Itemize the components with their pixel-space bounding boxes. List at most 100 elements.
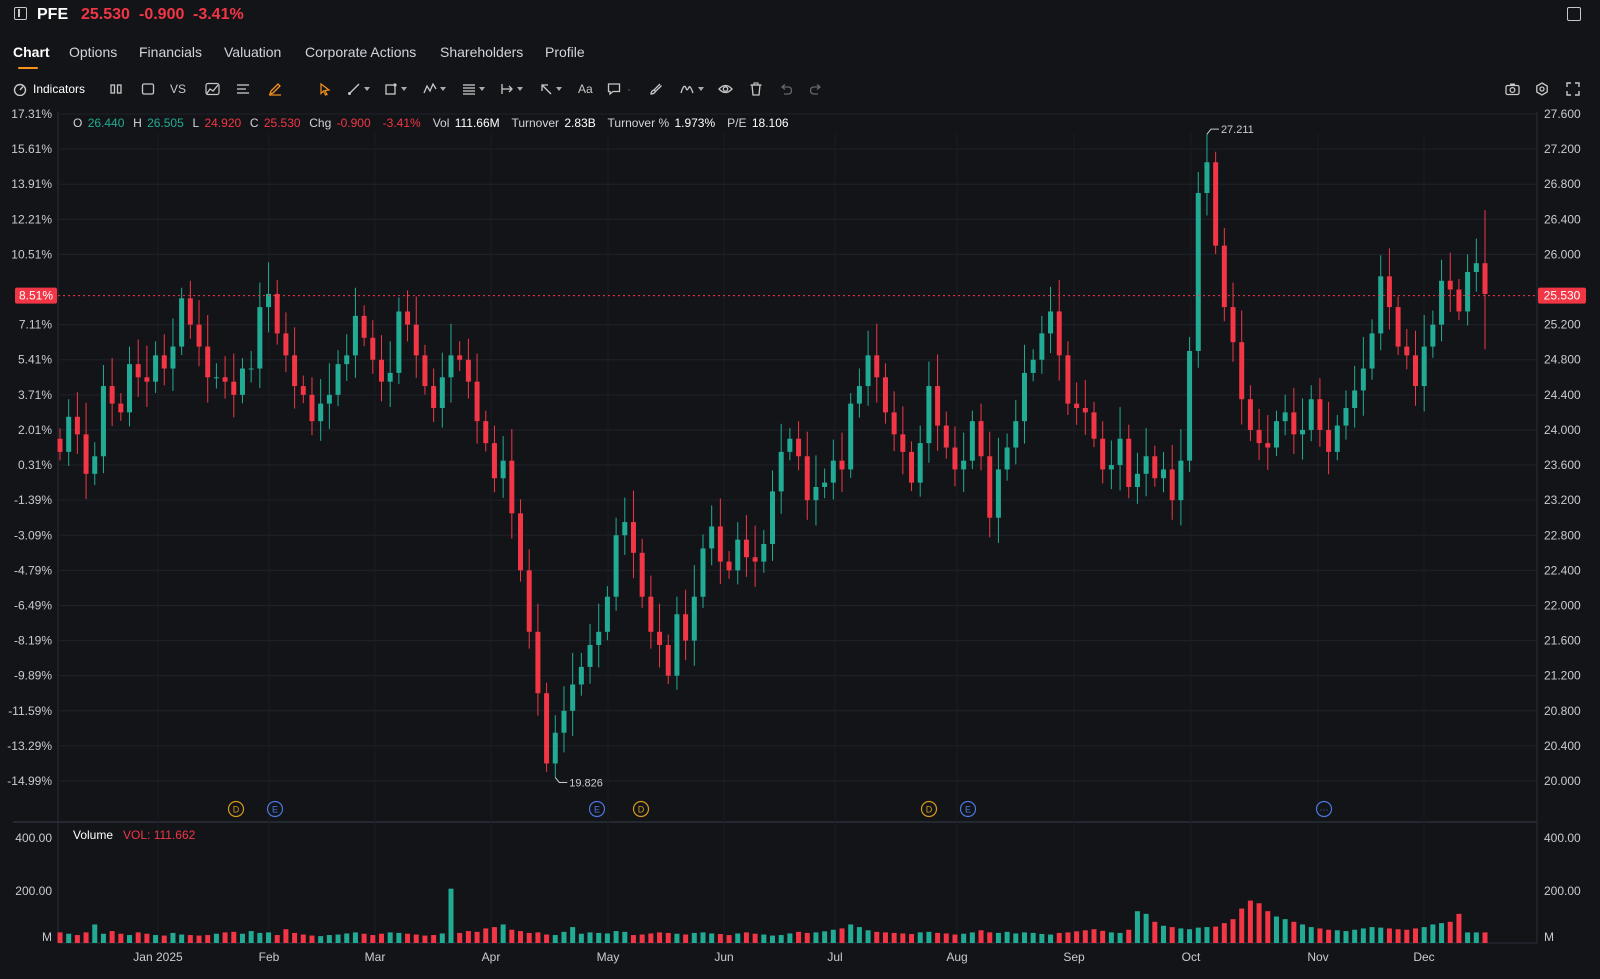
candle-body	[205, 346, 211, 378]
volume-bar	[1213, 926, 1219, 943]
volume-bar	[1439, 923, 1445, 943]
candle-body	[1152, 456, 1158, 479]
compare-button[interactable]: VS	[170, 80, 186, 98]
volume-bar	[1308, 927, 1314, 943]
volume-bar	[66, 933, 72, 943]
cursor-icon	[320, 82, 331, 96]
candle-body	[552, 732, 558, 764]
settings-button[interactable]	[1535, 80, 1549, 98]
percent-tick-label: -4.79%	[14, 563, 52, 577]
candle-body	[1161, 469, 1167, 479]
cursor-button[interactable]	[318, 80, 332, 98]
price-tick-label: 22.400	[1544, 563, 1581, 577]
change-pct-value: -3.41%	[382, 116, 421, 130]
volume-bar	[752, 933, 758, 943]
candle-body	[222, 377, 228, 382]
candle-body	[361, 315, 367, 338]
volume-bar	[1187, 929, 1193, 943]
candle-body	[292, 355, 298, 387]
turnover-pct-label: Turnover %	[607, 116, 670, 130]
volume-bar	[1456, 913, 1462, 943]
delete-button[interactable]	[749, 80, 763, 98]
candle-type-button[interactable]	[109, 80, 123, 98]
candle-body	[1473, 263, 1479, 272]
turnover-value: 2.83B	[564, 116, 596, 130]
pattern-tool-button[interactable]	[423, 80, 446, 98]
current-price-label: 25.530	[1544, 289, 1581, 303]
indicators-button[interactable]: Indicators	[13, 80, 85, 98]
text-tool-button[interactable]: Aa	[578, 80, 593, 98]
visibility-button[interactable]	[718, 80, 733, 98]
area-button[interactable]	[205, 80, 220, 98]
undo-icon	[780, 84, 793, 95]
candle-body	[1447, 280, 1453, 290]
x-tick-label: Sep	[1063, 950, 1085, 964]
volume-bar	[1117, 932, 1123, 943]
volume-bar	[309, 935, 315, 943]
redo-button[interactable]	[809, 80, 823, 98]
candle-body	[1126, 438, 1132, 487]
volume-bar	[935, 932, 941, 943]
volume-bar	[526, 932, 532, 943]
candle-body	[491, 443, 497, 479]
price-tick-label: 21.200	[1544, 669, 1581, 683]
volume-bar	[561, 931, 567, 943]
expand-panel-icon[interactable]	[1567, 7, 1581, 21]
event-marker	[1315, 800, 1333, 818]
tab-financials[interactable]: Financials	[139, 44, 203, 60]
volume-bar	[405, 933, 411, 943]
tab-corporate-actions[interactable]: Corporate Actions	[305, 44, 417, 60]
volume-bar	[1300, 924, 1306, 943]
pencil-icon	[268, 83, 281, 96]
volume-bar	[969, 932, 975, 943]
tab-profile[interactable]: Profile	[545, 44, 585, 60]
redo-icon	[809, 84, 822, 95]
measure-icon	[501, 84, 513, 94]
arrow-tool-button[interactable]	[539, 80, 562, 98]
volume-bar	[1178, 928, 1184, 943]
volume-bar	[344, 933, 350, 943]
compare-label: VS	[170, 82, 187, 96]
line-tool-button[interactable]	[347, 80, 370, 98]
comment-tool-button[interactable]: ·	[607, 80, 631, 98]
signature-tool-button[interactable]	[680, 80, 704, 98]
percent-tick-label: 15.61%	[11, 142, 52, 156]
candle-body	[639, 552, 645, 597]
measure-tool-button[interactable]	[500, 80, 523, 98]
tab-valuation[interactable]: Valuation	[224, 44, 282, 60]
candle-body	[683, 614, 689, 641]
event-marker	[959, 800, 977, 818]
brush-tool-button[interactable]	[649, 80, 663, 98]
volume-bar	[1221, 923, 1227, 943]
volume-tick-label-right: M	[1544, 930, 1554, 944]
tab-shareholders[interactable]: Shareholders	[440, 44, 524, 60]
fib-tool-button[interactable]	[462, 80, 485, 98]
undo-button[interactable]	[779, 80, 793, 98]
event-marker-label: E	[594, 805, 600, 815]
fullscreen-button[interactable]	[1566, 80, 1580, 98]
pencil-button[interactable]	[268, 80, 282, 98]
event-marker-label: E	[272, 805, 278, 815]
tab-options[interactable]: Options	[69, 44, 118, 60]
tab-chart[interactable]: Chart	[13, 44, 50, 60]
volume-bar	[74, 935, 80, 943]
candle-body	[700, 548, 706, 597]
volume-bar	[1169, 927, 1175, 943]
candle-body	[196, 324, 202, 347]
rectangle-button[interactable]	[141, 80, 155, 98]
volume-bar	[1412, 928, 1418, 943]
change-value: -0.900	[336, 116, 371, 130]
volume-bar	[1108, 932, 1114, 943]
candle-body	[187, 298, 193, 325]
shape-tool-button[interactable]	[384, 80, 407, 98]
snapshot-button[interactable]	[1505, 80, 1520, 98]
candle-body	[1308, 399, 1314, 430]
percent-tick-label: 17.31%	[11, 107, 52, 121]
list-button[interactable]	[236, 80, 250, 98]
sidebar-toggle-icon[interactable]	[14, 7, 27, 20]
event-marker	[588, 800, 606, 818]
line-icon	[348, 83, 360, 95]
candle-body	[405, 311, 411, 325]
percent-tick-label: 3.71%	[18, 388, 52, 402]
